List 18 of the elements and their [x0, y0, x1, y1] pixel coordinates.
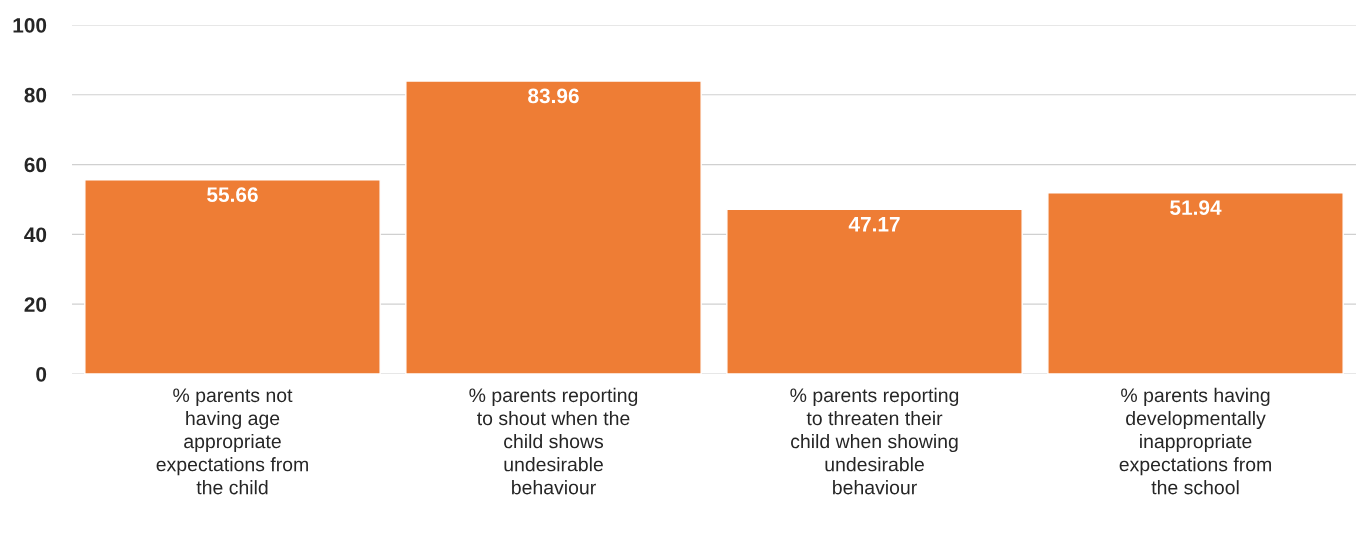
data-label: 47.17	[848, 217, 900, 232]
y-tick-label: 20	[24, 297, 47, 312]
y-tick-label: 40	[24, 227, 47, 243]
data-label: 83.96	[528, 88, 579, 104]
y-tick-label: 80	[24, 87, 47, 103]
bar	[726, 208, 1023, 374]
bar	[84, 179, 381, 374]
x-tick-label: % parents reporting to shout when the child shows undesirable behaviour	[469, 387, 638, 495]
x-tick-label: % parents having developmentally inappropriate expectations from the school	[1119, 387, 1271, 495]
y-tick-label: 0	[36, 366, 47, 382]
bar	[1047, 192, 1344, 374]
x-tick-label: % parents reporting to threaten their child when showing undesirable behaviour	[790, 387, 959, 495]
bar	[405, 80, 702, 374]
y-tick-label: 100	[13, 17, 47, 33]
y-tick-label: 60	[24, 157, 47, 173]
x-tick-label: % parents not having age appropriate expectations from the child	[156, 388, 308, 495]
data-label: 51.94	[1170, 200, 1222, 215]
data-label: 55.66	[207, 187, 258, 203]
